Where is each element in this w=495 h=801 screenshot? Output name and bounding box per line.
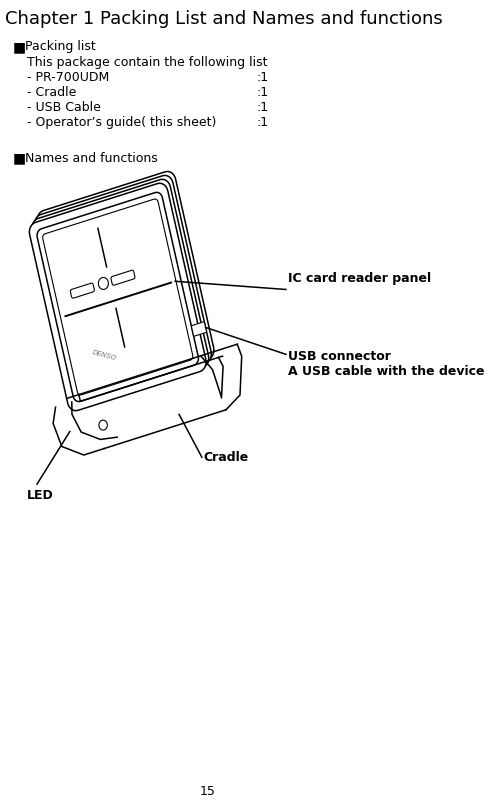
Text: - USB Cable: - USB Cable [27, 101, 101, 114]
Text: This package contain the following list: This package contain the following list [27, 56, 267, 69]
Text: Chapter 1 Packing List and Names and functions: Chapter 1 Packing List and Names and fun… [5, 10, 443, 28]
Text: :1: :1 [256, 86, 269, 99]
Text: Packing list: Packing list [25, 40, 96, 53]
Text: ■: ■ [12, 40, 26, 54]
Text: 15: 15 [200, 784, 216, 798]
Text: - PR-700UDM: - PR-700UDM [27, 70, 109, 84]
Text: - Operator’s guide( this sheet): - Operator’s guide( this sheet) [27, 116, 216, 129]
Text: IC card reader panel: IC card reader panel [289, 272, 432, 285]
Polygon shape [37, 192, 198, 401]
Text: :1: :1 [256, 70, 269, 84]
Text: LED: LED [27, 489, 53, 502]
Polygon shape [35, 175, 211, 403]
Text: Cradle: Cradle [203, 451, 249, 464]
Text: - Cradle: - Cradle [27, 86, 76, 99]
Polygon shape [29, 183, 206, 411]
Text: DENSO: DENSO [92, 349, 118, 361]
Text: Names and functions: Names and functions [25, 151, 158, 165]
Polygon shape [70, 283, 95, 298]
Text: USB connector
A USB cable with the device: USB connector A USB cable with the devic… [289, 350, 485, 378]
Text: :1: :1 [256, 116, 269, 129]
Polygon shape [192, 322, 206, 336]
Polygon shape [43, 199, 193, 395]
Text: ■: ■ [12, 151, 26, 166]
Polygon shape [99, 421, 107, 430]
Polygon shape [32, 179, 209, 407]
Polygon shape [37, 171, 214, 399]
Polygon shape [99, 277, 108, 289]
Text: :1: :1 [256, 101, 269, 114]
Polygon shape [111, 270, 135, 285]
